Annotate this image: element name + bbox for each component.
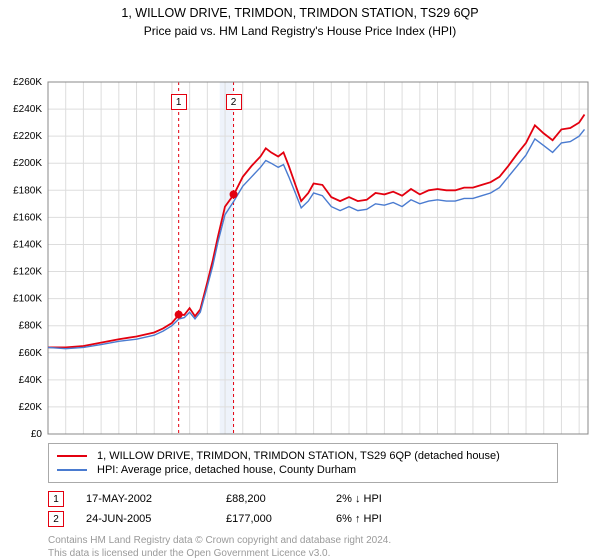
legend-box: 1, WILLOW DRIVE, TRIMDON, TRIMDON STATIO…	[48, 443, 558, 483]
price-chart-svg: £0 £20K £40K £60K £80K £100K £120K £140K £160K £1…	[0, 38, 600, 438]
chart-area: £0 £20K £40K £60K £80K £100K £120K £140K £160K £1…	[0, 38, 600, 443]
svg-text:£100K: £100K	[13, 294, 42, 305]
sale-marker-box: 1	[48, 491, 64, 507]
svg-text:£40K: £40K	[19, 375, 43, 386]
footnote: Contains HM Land Registry data © Crown c…	[48, 535, 558, 560]
legend-label: 1, WILLOW DRIVE, TRIMDON, TRIMDON STATIO…	[97, 450, 500, 462]
footnote-line2: This data is licensed under the Open Gov…	[48, 548, 558, 560]
svg-text:£60K: £60K	[19, 348, 43, 359]
svg-text:£0: £0	[31, 429, 43, 438]
legend-row: 1, WILLOW DRIVE, TRIMDON, TRIMDON STATIO…	[57, 449, 549, 463]
svg-text:£160K: £160K	[13, 212, 42, 223]
legend-swatch	[57, 455, 87, 457]
footnote-line1: Contains HM Land Registry data © Crown c…	[48, 535, 558, 548]
title-subtitle: Price paid vs. HM Land Registry's House …	[0, 24, 600, 38]
svg-text:£20K: £20K	[19, 402, 43, 413]
legend-row: HPI: Average price, detached house, Coun…	[57, 463, 549, 477]
svg-text:£120K: £120K	[13, 267, 42, 278]
sale-marker-2: 2	[226, 94, 242, 110]
sale-row: 2 24-JUN-2005£177,0006% ↑ HPI	[48, 509, 558, 529]
sale-marker-1: 1	[171, 94, 187, 110]
svg-text:£200K: £200K	[13, 158, 42, 169]
sale-price: £88,200	[226, 493, 336, 505]
svg-text:£260K: £260K	[13, 77, 42, 88]
sale-events-list: 1 17-MAY-2002£88,2002% ↓ HPI 2 24-JUN-2005£…	[48, 489, 558, 529]
sale-row: 1 17-MAY-2002£88,2002% ↓ HPI	[48, 489, 558, 509]
chart-titles: 1, WILLOW DRIVE, TRIMDON, TRIMDON STATIO…	[0, 0, 600, 38]
sale-marker-box: 2	[48, 511, 64, 527]
svg-text:£240K: £240K	[13, 104, 42, 115]
sale-price: £177,000	[226, 513, 336, 525]
legend-label: HPI: Average price, detached house, Coun…	[97, 464, 356, 476]
sale-diff: 2% ↓ HPI	[336, 493, 382, 505]
sale-date: 24-JUN-2005	[86, 513, 226, 525]
sale-diff: 6% ↑ HPI	[336, 513, 382, 525]
title-address: 1, WILLOW DRIVE, TRIMDON, TRIMDON STATIO…	[121, 6, 478, 20]
svg-text:£140K: £140K	[13, 239, 42, 250]
legend-swatch	[57, 469, 87, 471]
svg-text:£180K: £180K	[13, 185, 42, 196]
sale-date: 17-MAY-2002	[86, 493, 226, 505]
svg-text:£220K: £220K	[13, 131, 42, 142]
svg-text:£80K: £80K	[19, 321, 43, 332]
